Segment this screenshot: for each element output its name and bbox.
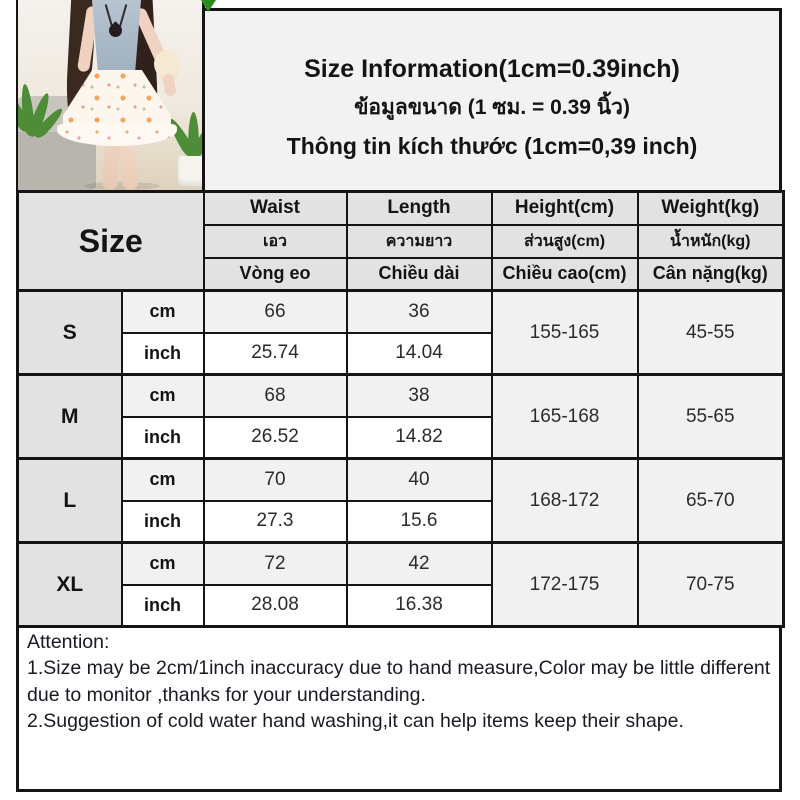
cell-m-height: 165-168 [490, 373, 639, 460]
cell-l-height: 168-172 [490, 457, 639, 544]
col-header-length-vi: Chiều dài [345, 256, 493, 292]
floor-shadow [84, 182, 160, 190]
size-label-s: S [16, 289, 123, 376]
cell-l-weight: 65-70 [636, 457, 785, 544]
col-header-waist-th: เอว [202, 223, 348, 259]
cell-m-waist-inch: 26.52 [202, 415, 348, 460]
cell-m-waist-cm: 68 [202, 373, 348, 418]
cell-xl-length-inch: 16.38 [345, 583, 493, 628]
unit-label-cm: cm [120, 541, 205, 586]
col-header-weight-th: น้ำหนัก(kg) [636, 223, 785, 259]
cell-s-waist-cm: 66 [202, 289, 348, 334]
leaf-corner-decoration [201, 0, 216, 12]
title-thai: ข้อมูลขนาด (1 ซม. = 0.39 นิ้ว) [354, 96, 630, 119]
col-header-length-en: Length [345, 190, 493, 226]
cell-m-length-cm: 38 [345, 373, 493, 418]
size-label-m: M [16, 373, 123, 460]
size-label-l: L [16, 457, 123, 544]
model-hand [162, 73, 177, 97]
col-header-height-th: ส่วนสูง(cm) [490, 223, 639, 259]
unit-label-inch: inch [120, 415, 205, 460]
cell-s-weight: 45-55 [636, 289, 785, 376]
size-table: Size Waist Length Height(cm) Weight(kg) … [16, 190, 785, 628]
title-block: Size Information(1cm=0.39inch) ข้อมูลขนา… [205, 8, 782, 190]
title-english: Size Information(1cm=0.39inch) [304, 55, 680, 83]
col-header-waist-en: Waist [202, 190, 348, 226]
attention-notes: Attention: 1.Size may be 2cm/1inch inacc… [16, 625, 782, 792]
unit-label-inch: inch [120, 499, 205, 544]
cell-xl-waist-cm: 72 [202, 541, 348, 586]
col-header-height-en: Height(cm) [490, 190, 639, 226]
attention-heading: Attention: [27, 631, 110, 653]
cell-l-waist-inch: 27.3 [202, 499, 348, 544]
plant-pot-shape [178, 156, 202, 186]
title-vietnamese: Thông tin kích thước (1cm=0,39 inch) [286, 133, 698, 159]
cell-l-waist-cm: 70 [202, 457, 348, 502]
plant-leaf [188, 112, 199, 162]
cell-s-waist-inch: 25.74 [202, 331, 348, 376]
unit-label-inch: inch [120, 331, 205, 376]
col-header-waist-vi: Vòng eo [202, 256, 348, 292]
unit-label-inch: inch [120, 583, 205, 628]
cell-xl-length-cm: 42 [345, 541, 493, 586]
product-photo [16, 0, 205, 190]
unit-label-cm: cm [120, 457, 205, 502]
col-header-weight-vi: Cân nặng(kg) [636, 256, 785, 292]
unit-label-cm: cm [120, 289, 205, 334]
skirt-ruffle [57, 124, 177, 146]
unit-label-cm: cm [120, 373, 205, 418]
attention-note-1: 1.Size may be 2cm/1inch inaccuracy due t… [27, 657, 771, 706]
cell-l-length-inch: 15.6 [345, 499, 493, 544]
cell-xl-waist-inch: 28.08 [202, 583, 348, 628]
size-header-cell: Size [16, 190, 205, 292]
cell-xl-weight: 70-75 [636, 541, 785, 628]
cell-xl-height: 172-175 [490, 541, 639, 628]
attention-note-2: 2.Suggestion of cold water hand washing,… [27, 709, 684, 732]
cell-s-height: 155-165 [490, 289, 639, 376]
col-header-length-th: ความยาว [345, 223, 493, 259]
col-header-height-vi: Chiều cao(cm) [490, 256, 639, 292]
cell-s-length-inch: 14.04 [345, 331, 493, 376]
cell-m-length-inch: 14.82 [345, 415, 493, 460]
cell-s-length-cm: 36 [345, 289, 493, 334]
cell-l-length-cm: 40 [345, 457, 493, 502]
model-top [92, 0, 141, 78]
cell-m-weight: 55-65 [636, 373, 785, 460]
size-label-xl: XL [16, 541, 123, 628]
col-header-weight-en: Weight(kg) [636, 190, 785, 226]
